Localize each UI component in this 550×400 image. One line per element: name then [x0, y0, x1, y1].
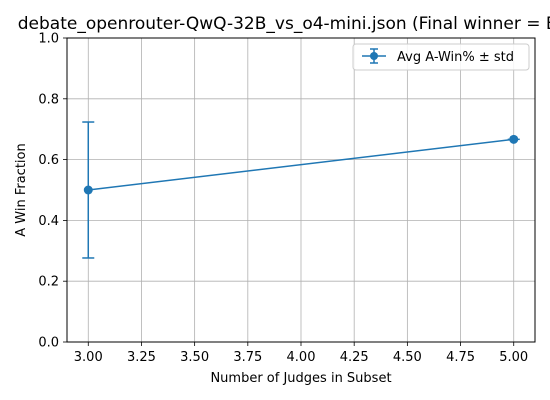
data-point [83, 185, 93, 195]
x-tick-label: 4.50 [393, 350, 422, 365]
y-tick-label: 0.6 [38, 153, 59, 168]
series-line [88, 138, 514, 191]
y-tick-label: 0.2 [38, 275, 59, 290]
x-tick-label: 3.50 [180, 350, 209, 365]
x-tick-label: 3.00 [74, 350, 103, 365]
y-tick-label: 0.4 [38, 214, 59, 229]
series-layer [82, 121, 520, 259]
x-tick-label: 4.25 [340, 350, 369, 365]
legend-marker-swatch [370, 52, 378, 60]
y-tick-label: 0.0 [38, 336, 59, 351]
x-axis: 3.00 3.25 3.50 3.75 4.00 4.25 4.50 4.75 5.00 [74, 342, 528, 365]
x-tick-label: 4.75 [446, 350, 475, 365]
legend: Avg A-Win% ± std [352, 43, 530, 71]
x-tick-label: 3.75 [233, 350, 262, 365]
x-tick-label: 5.00 [499, 350, 528, 365]
legend-box [352, 43, 530, 71]
x-axis-label: Number of Judges in Subset [210, 371, 391, 386]
data-point [509, 134, 519, 144]
y-tick-label: 0.8 [38, 92, 59, 107]
legend-label: Avg A-Win% ± std [397, 50, 514, 65]
x-tick-label: 4.00 [287, 350, 316, 365]
y-axis-label: A Win Fraction [14, 143, 29, 236]
chart-title: debate_openrouter-QwQ-32B_vs_o4-mini.jso… [18, 14, 550, 34]
y-axis: 0.0 0.2 0.4 0.6 0.8 1.0 [38, 32, 67, 351]
x-tick-label: 3.25 [127, 350, 156, 365]
y-tick-label: 1.0 [38, 32, 59, 47]
